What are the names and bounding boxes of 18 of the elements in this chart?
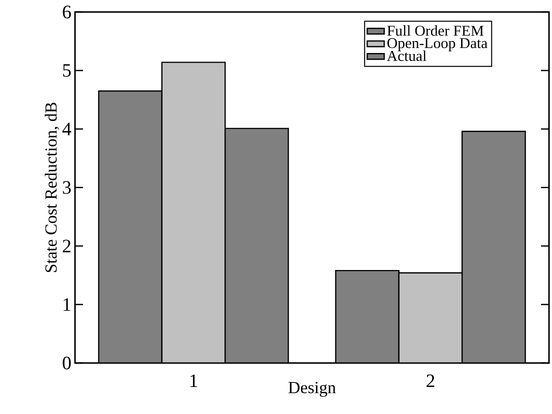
bar <box>462 130 526 363</box>
y-tick-label: 1 <box>64 298 70 311</box>
legend-label: Full Order FEM <box>387 25 484 36</box>
legend-label: Actual <box>386 50 426 62</box>
y-tick-label: 2 <box>62 240 70 252</box>
bar <box>161 62 226 363</box>
y-axis-title: State Cost Reduction, dB <box>44 102 60 272</box>
x-axis-title: Design <box>288 382 336 397</box>
bar <box>224 128 289 363</box>
legend-label: Open-Loop Data <box>387 38 488 52</box>
bar <box>98 90 163 363</box>
y-tick-label: 3 <box>62 181 71 194</box>
y-tick-label: 6 <box>62 6 71 18</box>
y-tick-label: 5 <box>63 64 71 77</box>
bar <box>335 270 400 363</box>
y-tick-label: 4 <box>62 122 72 136</box>
bar <box>398 272 463 363</box>
y-tick-label: 0 <box>62 356 71 370</box>
